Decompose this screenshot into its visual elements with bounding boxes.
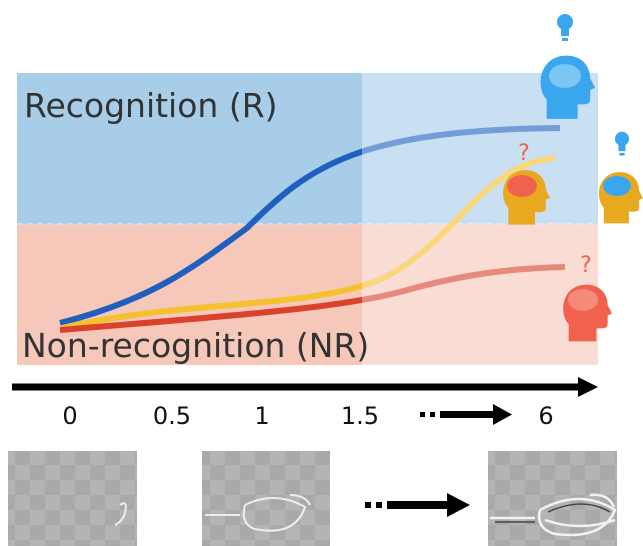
question-mark: ?: [580, 253, 592, 278]
image-thumbnail: [202, 451, 330, 546]
tick-label: 1: [254, 402, 269, 430]
recognized-curve: [59, 125, 561, 326]
lightbulb-icon: [614, 131, 630, 156]
brain-icon: [568, 289, 598, 311]
ellipsis-arrow: [365, 493, 470, 517]
lightbulb-icon: [557, 14, 573, 41]
image-thumbnail: [8, 451, 137, 546]
late-curve: [61, 155, 556, 331]
axis-arrowhead: [578, 377, 598, 397]
ellipsis-arrow: [420, 404, 512, 425]
non-recognition-label: Non-recognition (NR): [22, 326, 369, 365]
image-thumbnail: [488, 451, 617, 546]
tick-label: 6: [538, 402, 553, 430]
brain-icon: [507, 175, 537, 197]
fade-overlay: [362, 73, 598, 365]
brain-icon: [549, 64, 581, 88]
recognition-label: Recognition (R): [24, 86, 278, 125]
question-mark: ?: [518, 141, 530, 166]
recognition-band: [17, 73, 598, 224]
tick-label: 0.5: [153, 402, 191, 430]
tick-label: 0: [62, 402, 77, 430]
brain-icon: [603, 176, 631, 196]
unrecognized-curve: [59, 264, 566, 333]
tick-label: 1.5: [341, 402, 379, 430]
